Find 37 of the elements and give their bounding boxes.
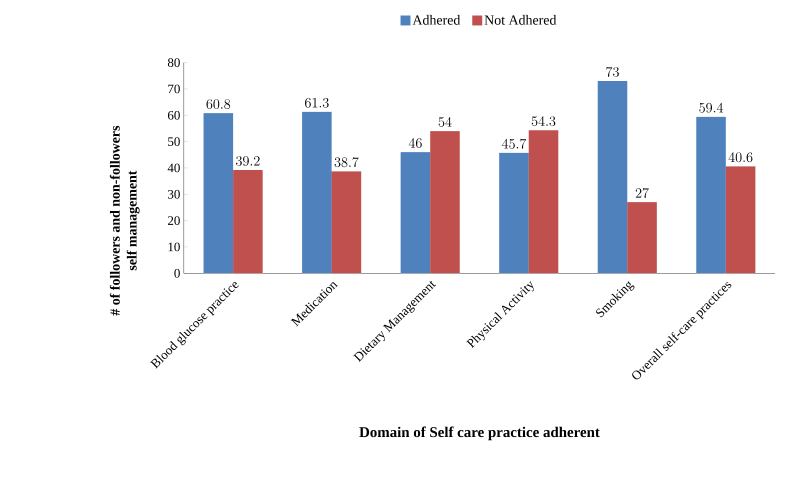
legend-label: Adhered [412,14,460,25]
bar [696,116,726,274]
bar [627,202,657,274]
bar [302,112,332,274]
data-label: 45.7 [502,138,526,149]
bar [400,152,430,274]
data-label: 73 [606,66,619,77]
legend-label: Not Adhered [484,14,556,25]
y-tick-label: 40 [168,164,180,172]
data-label: 39.2 [236,156,260,166]
bar [204,113,234,274]
data-label: 61 .3 [305,98,329,108]
y-tick-label: 0 [174,268,180,278]
y-tick-label: 10 [168,242,180,252]
data-label: 54 [438,116,452,127]
y-tick-label: 60 [168,110,180,120]
bar [528,130,558,274]
bar [598,81,628,274]
y-tick-label: 70 [168,84,180,94]
data-label: 60.8 [206,99,230,109]
y-tick-label: 80 [168,58,180,67]
data-label: 46 [408,138,422,148]
bar [430,131,460,274]
bar [332,171,362,274]
bar [233,170,263,274]
data-label: 40.6 [728,152,752,162]
y-tick-label: 50 [168,137,180,146]
data-label: 54.3 [532,116,556,126]
y-axis-title: # of followers and non-followers self management [110,126,140,316]
data-label: 27 [636,188,649,198]
data-label: 59.4 [699,102,724,113]
x-axis-title: Domain of Self care practice adherent [359,426,600,440]
bar [499,152,529,274]
y-tick-label: 20 [168,216,180,225]
data-label: 38.7 [334,157,359,168]
bar [726,166,756,274]
y-tick-label: 30 [168,190,180,199]
